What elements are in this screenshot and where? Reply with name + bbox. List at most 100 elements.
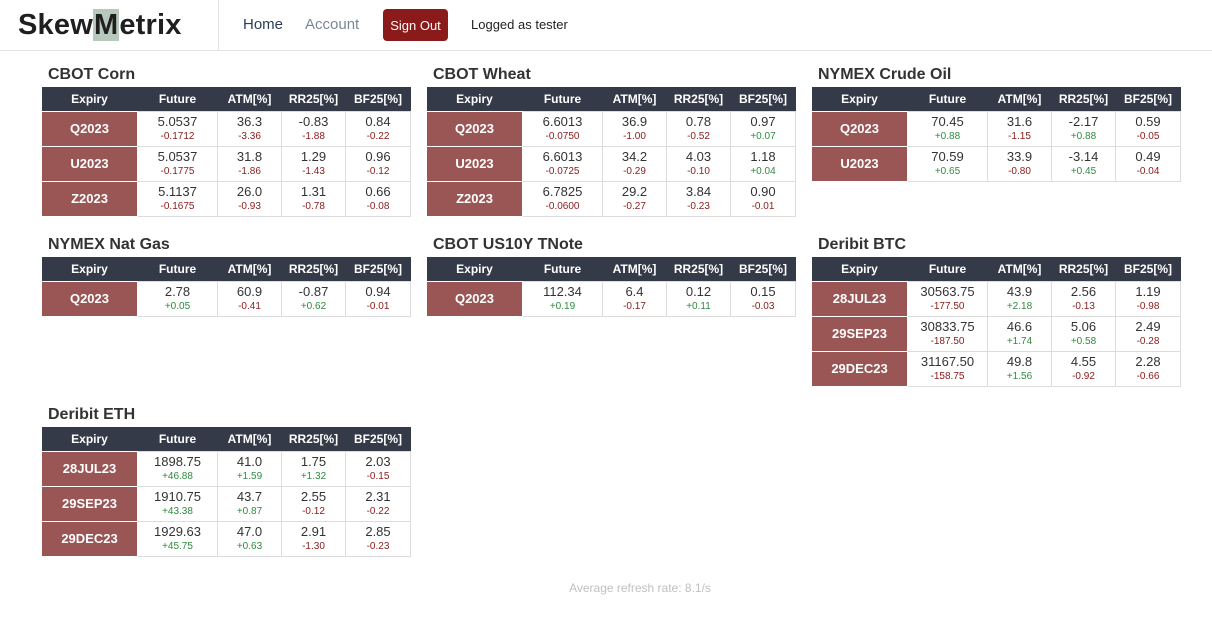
bf25-cell: 1.18 +0.04 <box>730 145 796 182</box>
bf25-cell: 0.66 -0.08 <box>345 180 411 217</box>
expiry-cell: Z2023 <box>426 180 523 217</box>
expiry-cell: Q2023 <box>41 280 138 317</box>
bf25-cell: 0.96 -0.12 <box>345 145 411 182</box>
column-header-future: Future <box>137 257 218 281</box>
nav-account-link[interactable]: Account <box>305 16 360 33</box>
column-header-bf25: BF25[%] <box>345 427 411 451</box>
panel-title: Deribit BTC <box>818 236 906 253</box>
atm-change: -0.29 <box>623 166 646 177</box>
future-cell: 30833.75 -187.50 <box>907 315 988 352</box>
rr25-cell: -0.83 -1.88 <box>281 110 346 147</box>
skew-table: Expiry Future ATM[%] RR25[%] BF25[%] Q2023 5.0… <box>41 87 411 217</box>
column-header-rr25: RR25[%] <box>1051 87 1116 111</box>
column-header-future: Future <box>522 257 603 281</box>
rr25-change: -0.10 <box>687 166 710 177</box>
atm-change: -1.86 <box>238 166 261 177</box>
atm-value: 49.8 <box>1006 354 1033 369</box>
column-header-future: Future <box>907 87 988 111</box>
rr25-cell: 1.29 -1.43 <box>281 145 346 182</box>
panel-title: CBOT Corn <box>48 66 136 83</box>
rr25-value: -0.87 <box>298 284 329 299</box>
rr25-value: 2.91 <box>300 524 327 539</box>
bf25-cell: 2.03 -0.15 <box>345 450 411 487</box>
atm-change: +1.59 <box>236 471 263 482</box>
atm-value: 33.9 <box>1006 149 1033 164</box>
table-row: Z2023 5.1137 -0.1675 26.0 -0.93 1.31 -0.78 0.66… <box>41 180 411 217</box>
column-header-atm: ATM[%] <box>987 87 1052 111</box>
table-row: Q2023 2.78 +0.05 60.9 -0.41 -0.87 +0.62 0.94 -0.… <box>41 280 411 317</box>
bf25-value: 0.90 <box>750 184 776 199</box>
rr25-change: +1.32 <box>300 471 327 482</box>
column-header-expiry: Expiry <box>426 257 523 281</box>
table-row: 29SEP23 30833.75 -187.50 46.6 +1.74 5.06 +0.58… <box>811 315 1181 352</box>
brand-logo[interactable]: SkewMetrix <box>18 8 182 42</box>
future-cell: 70.59 +0.65 <box>907 145 988 182</box>
expiry-cell: 29DEC23 <box>41 520 138 557</box>
atm-cell: 26.0 -0.93 <box>217 180 282 217</box>
panel-title: NYMEX Nat Gas <box>48 236 170 253</box>
atm-value: 41.0 <box>236 454 263 469</box>
expiry-cell: 29SEP23 <box>41 485 138 522</box>
future-value: 1910.75 <box>154 489 201 504</box>
logged-in-status: Logged as tester <box>471 17 568 32</box>
bf25-cell: 0.84 -0.22 <box>345 110 411 147</box>
rr25-value: -2.17 <box>1068 114 1099 129</box>
rr25-value: 4.03 <box>685 149 712 164</box>
table-row: 29DEC23 1929.63 +45.75 47.0 +0.63 2.91 -1.30 2.… <box>41 520 411 557</box>
future-cell: 30563.75 -177.50 <box>907 280 988 317</box>
atm-value: 34.2 <box>621 149 648 164</box>
column-header-expiry: Expiry <box>41 257 138 281</box>
bf25-cell: 0.15 -0.03 <box>730 280 796 317</box>
expiry-cell: Q2023 <box>426 280 523 317</box>
future-cell: 31167.50 -158.75 <box>907 350 988 387</box>
rr25-change: -0.78 <box>302 201 325 212</box>
column-header-future: Future <box>907 257 988 281</box>
table-header-row: Expiry Future ATM[%] RR25[%] BF25[%] <box>426 87 796 111</box>
bf25-value: 0.97 <box>750 114 776 129</box>
expiry-cell: 28JUL23 <box>811 280 908 317</box>
atm-value: 60.9 <box>236 284 263 299</box>
future-change: -0.0600 <box>545 201 580 212</box>
nav-home-link[interactable]: Home <box>243 16 284 33</box>
column-header-future: Future <box>522 87 603 111</box>
atm-value: 43.7 <box>236 489 263 504</box>
bf25-value: 0.96 <box>365 149 391 164</box>
future-cell: 112.34 +0.19 <box>522 280 603 317</box>
brand-text-post: etrix <box>119 9 182 41</box>
atm-cell: 31.8 -1.86 <box>217 145 282 182</box>
bf25-change: -0.28 <box>1136 336 1160 347</box>
column-header-rr25: RR25[%] <box>281 257 346 281</box>
column-header-atm: ATM[%] <box>217 427 282 451</box>
future-cell: 6.6013 -0.0725 <box>522 145 603 182</box>
atm-value: 26.0 <box>236 184 263 199</box>
rr25-value: 5.06 <box>1070 319 1097 334</box>
column-header-future: Future <box>137 87 218 111</box>
rr25-value: 0.78 <box>685 114 712 129</box>
expiry-cell: 29DEC23 <box>811 350 908 387</box>
rr25-cell: -3.14 +0.45 <box>1051 145 1116 182</box>
column-header-expiry: Expiry <box>426 87 523 111</box>
skew-table: Expiry Future ATM[%] RR25[%] BF25[%] Q2023 70.… <box>811 87 1181 182</box>
rr25-cell: 0.12 +0.11 <box>666 280 731 317</box>
table-header-row: Expiry Future ATM[%] RR25[%] BF25[%] <box>41 427 411 451</box>
rr25-change: -1.88 <box>302 131 325 142</box>
future-value: 5.0537 <box>157 114 198 129</box>
bf25-cell: 2.28 -0.66 <box>1115 350 1181 387</box>
rr25-change: +0.58 <box>1070 336 1097 347</box>
future-value: 6.6013 <box>542 149 583 164</box>
future-cell: 1929.63 +45.75 <box>137 520 218 557</box>
bf25-cell: 0.97 +0.07 <box>730 110 796 147</box>
future-cell: 2.78 +0.05 <box>137 280 218 317</box>
future-change: -0.0725 <box>545 166 580 177</box>
table-row: Q2023 6.6013 -0.0750 36.9 -1.00 0.78 -0.52 0.97… <box>426 110 796 147</box>
column-header-bf25: BF25[%] <box>1115 87 1181 111</box>
rr25-change: +0.88 <box>1070 131 1097 142</box>
future-cell: 70.45 +0.88 <box>907 110 988 147</box>
atm-value: 47.0 <box>236 524 263 539</box>
future-cell: 6.7825 -0.0600 <box>522 180 603 217</box>
future-change: +43.38 <box>162 506 193 517</box>
panel-title: NYMEX Crude Oil <box>818 66 952 83</box>
rr25-value: 1.75 <box>300 454 327 469</box>
sign-out-button[interactable]: Sign Out <box>383 9 448 41</box>
column-header-rr25: RR25[%] <box>1051 257 1116 281</box>
